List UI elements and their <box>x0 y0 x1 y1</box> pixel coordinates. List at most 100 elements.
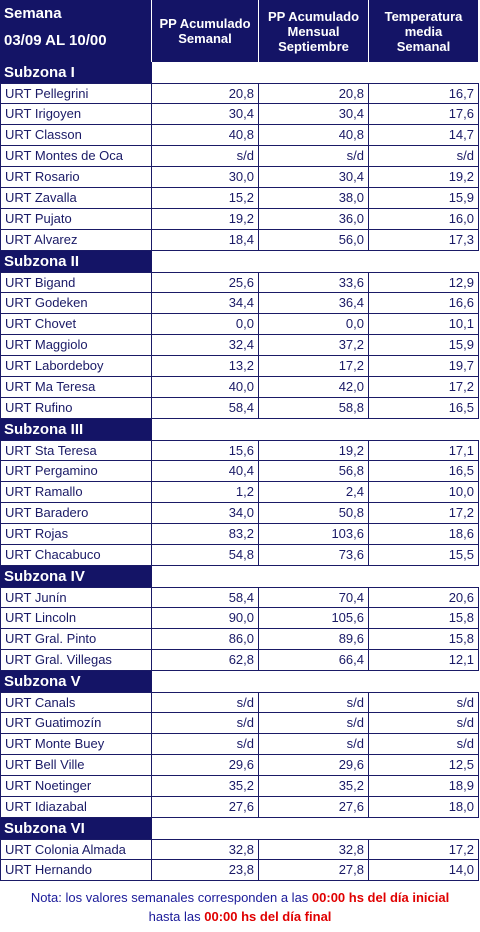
value-cell: 30,4 <box>259 104 369 125</box>
value-cell: 35,2 <box>259 776 369 797</box>
value-cell: 32,8 <box>152 839 259 860</box>
value-cell: 86,0 <box>152 629 259 650</box>
value-cell: s/d <box>152 713 259 734</box>
station-name: URT Classon <box>0 125 152 146</box>
column-header-line: Semanal <box>178 31 232 46</box>
week-label: Semana <box>4 5 62 22</box>
subzone-title: Subzona II <box>0 251 152 272</box>
value-cell: 19,2 <box>152 209 259 230</box>
value-cell: 25,6 <box>152 272 259 293</box>
value-cell: 83,2 <box>152 524 259 545</box>
value-cell: 36,4 <box>259 293 369 314</box>
value-cell: 2,4 <box>259 482 369 503</box>
station-name: URT Guatimozín <box>0 713 152 734</box>
value-cell: 15,6 <box>152 440 259 461</box>
station-name: URT Colonia Almada <box>0 839 152 860</box>
station-name: URT Baradero <box>0 503 152 524</box>
value-cell: 73,6 <box>259 545 369 566</box>
station-name: URT Rosario <box>0 167 152 188</box>
value-cell: s/d <box>259 734 369 755</box>
station-name: URT Irigoyen <box>0 104 152 125</box>
station-name: URT Ramallo <box>0 482 152 503</box>
value-cell: 16,5 <box>369 461 479 482</box>
station-name: URT Idiazabal <box>0 797 152 818</box>
note-line: Nota: los valores semanales corresponden… <box>0 888 480 907</box>
value-cell: 17,1 <box>369 440 479 461</box>
value-cell: 15,5 <box>369 545 479 566</box>
value-cell: 40,8 <box>152 125 259 146</box>
station-name: URT Chovet <box>0 314 152 335</box>
value-cell: 10,0 <box>369 482 479 503</box>
station-name: URT Godeken <box>0 293 152 314</box>
value-cell: 12,1 <box>369 650 479 671</box>
value-cell: 27,6 <box>259 797 369 818</box>
column-header-line: PP Acumulado <box>267 8 360 24</box>
station-name: URT Rufino <box>0 398 152 419</box>
subzone-title: Subzona I <box>0 62 152 83</box>
subzone-title: Subzona V <box>0 671 152 692</box>
value-cell: 15,9 <box>369 188 479 209</box>
note-text: Nota: los valores semanales corresponden… <box>30 890 312 905</box>
column-header-line: Semanal <box>396 38 451 54</box>
note-text: hasta las <box>148 909 205 924</box>
value-cell: 16,6 <box>369 293 479 314</box>
value-cell: s/d <box>369 692 479 713</box>
value-cell: 18,9 <box>369 776 479 797</box>
column-header-line: Septiembre <box>278 38 349 54</box>
value-cell: s/d <box>259 692 369 713</box>
header-week: Semana 03/09 AL 10/00 <box>0 0 152 62</box>
station-name: URT Canals <box>0 692 152 713</box>
value-cell: 32,4 <box>152 335 259 356</box>
value-cell: 14,7 <box>369 125 479 146</box>
column-header-line: Temperatura <box>384 8 463 24</box>
station-name: URT Noetinger <box>0 776 152 797</box>
note-line: hasta las 00:00 hs del día final <box>0 907 480 926</box>
value-cell: 19,2 <box>369 167 479 188</box>
value-cell: 58,4 <box>152 587 259 608</box>
column-header-line: Mensual <box>287 23 340 39</box>
value-cell: 32,8 <box>259 839 369 860</box>
station-name: URT Ma Teresa <box>0 377 152 398</box>
subzone-title: Subzona IV <box>0 566 152 587</box>
column-header: PP Acumulado Semanal <box>152 0 259 62</box>
station-name: URT Pergamino <box>0 461 152 482</box>
value-cell: 50,8 <box>259 503 369 524</box>
value-cell: 29,6 <box>152 755 259 776</box>
subzone-title: Subzona VI <box>0 818 152 839</box>
value-cell: 89,6 <box>259 629 369 650</box>
value-cell: 40,0 <box>152 377 259 398</box>
value-cell: 35,2 <box>152 776 259 797</box>
value-cell: s/d <box>369 146 479 167</box>
value-cell: 18,4 <box>152 230 259 251</box>
value-cell: 20,8 <box>259 83 369 104</box>
value-cell: 36,0 <box>259 209 369 230</box>
value-cell: 23,8 <box>152 860 259 881</box>
value-cell: 19,2 <box>259 440 369 461</box>
value-cell: 18,6 <box>369 524 479 545</box>
value-cell: 56,0 <box>259 230 369 251</box>
value-cell: 20,6 <box>369 587 479 608</box>
value-cell: 62,8 <box>152 650 259 671</box>
value-cell: 0,0 <box>259 314 369 335</box>
value-cell: 0,0 <box>152 314 259 335</box>
value-cell: 19,7 <box>369 356 479 377</box>
value-cell: 33,6 <box>259 272 369 293</box>
value-cell: 17,3 <box>369 230 479 251</box>
note: Nota: los valores semanales corresponden… <box>0 888 480 926</box>
value-cell: 38,0 <box>259 188 369 209</box>
station-name: URT Hernando <box>0 860 152 881</box>
column-header-line: media <box>404 23 443 39</box>
value-cell: 12,9 <box>369 272 479 293</box>
value-cell: 16,7 <box>369 83 479 104</box>
station-name: URT Labordeboy <box>0 356 152 377</box>
value-cell: 17,2 <box>259 356 369 377</box>
value-cell: 40,8 <box>259 125 369 146</box>
station-name: URT Maggiolo <box>0 335 152 356</box>
value-cell: s/d <box>259 713 369 734</box>
value-cell: s/d <box>152 734 259 755</box>
subzone-title: Subzona III <box>0 419 152 440</box>
column-header: Temperatura media Semanal <box>369 0 479 62</box>
value-cell: 12,5 <box>369 755 479 776</box>
value-cell: 17,6 <box>369 104 479 125</box>
station-name: URT Gral. Pinto <box>0 629 152 650</box>
